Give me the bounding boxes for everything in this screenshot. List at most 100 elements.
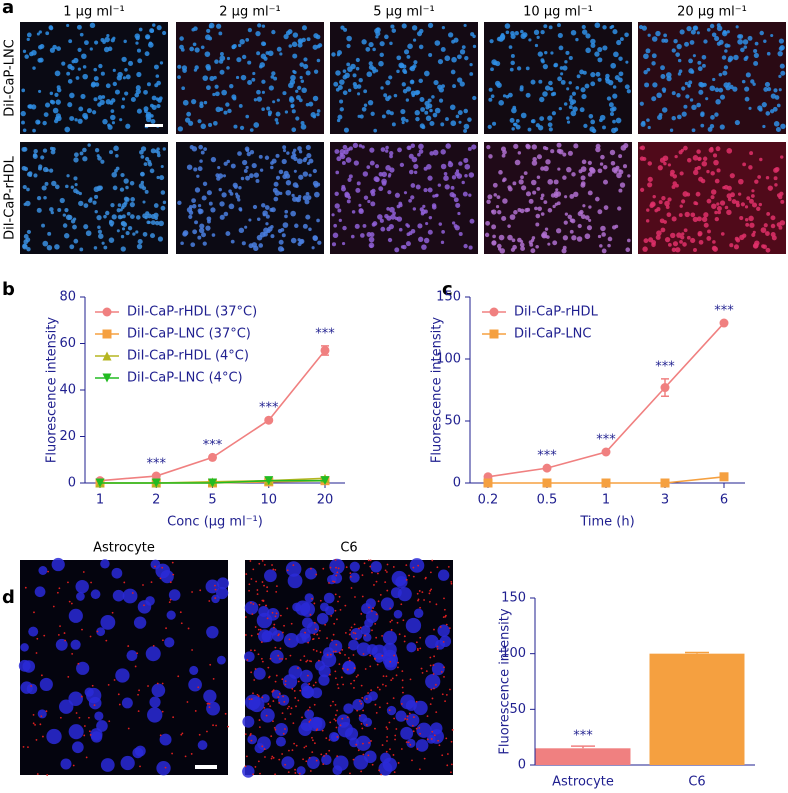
cell xyxy=(502,94,507,98)
speck xyxy=(64,639,67,642)
cell xyxy=(123,178,129,184)
speck xyxy=(274,615,277,618)
cell xyxy=(36,195,42,201)
cell xyxy=(677,114,682,120)
speck xyxy=(159,577,162,580)
cell xyxy=(603,179,608,185)
speck xyxy=(415,700,418,703)
cell xyxy=(515,124,521,130)
cell xyxy=(765,231,770,236)
speck xyxy=(389,660,392,663)
cell xyxy=(256,217,261,221)
cell xyxy=(82,156,88,162)
cell xyxy=(722,70,728,76)
cell xyxy=(297,146,302,151)
cell xyxy=(757,175,762,179)
cell xyxy=(451,193,457,198)
speck xyxy=(375,580,378,583)
cell xyxy=(437,569,450,581)
cell xyxy=(594,22,601,29)
cell xyxy=(578,169,583,174)
speck xyxy=(169,581,172,584)
speck xyxy=(299,689,302,692)
cell xyxy=(83,203,89,208)
speck xyxy=(367,692,369,694)
cell xyxy=(463,243,468,249)
cell xyxy=(443,172,448,176)
cell xyxy=(600,225,606,232)
cell xyxy=(425,221,429,226)
cell xyxy=(380,86,384,90)
speck xyxy=(325,752,328,755)
micrograph xyxy=(330,142,478,254)
speck xyxy=(450,771,452,774)
cell xyxy=(323,592,335,604)
cell xyxy=(706,169,710,174)
y-tick-label: 80 xyxy=(59,290,76,305)
speck xyxy=(392,754,395,756)
cell xyxy=(686,235,691,240)
cell xyxy=(88,198,93,203)
cell xyxy=(101,241,105,245)
cell xyxy=(721,55,727,60)
cell xyxy=(261,79,266,84)
speck xyxy=(159,734,162,737)
cell xyxy=(256,89,261,95)
cell xyxy=(407,43,413,50)
cell xyxy=(311,717,326,731)
cell xyxy=(298,39,303,44)
speck xyxy=(400,603,403,606)
cell xyxy=(418,143,424,150)
cell xyxy=(94,209,98,214)
cell xyxy=(540,30,545,35)
speck xyxy=(277,634,280,637)
cell xyxy=(261,90,265,94)
speck xyxy=(361,727,364,730)
cell xyxy=(527,127,532,132)
cell xyxy=(688,58,693,64)
cell xyxy=(594,51,600,57)
speck xyxy=(244,765,247,768)
cell xyxy=(597,168,603,174)
cell xyxy=(394,192,401,198)
cell xyxy=(429,108,433,113)
panel-letter: c xyxy=(442,279,453,300)
cell xyxy=(778,38,785,44)
cell xyxy=(663,161,667,166)
cell xyxy=(300,682,310,692)
speck xyxy=(360,613,363,615)
cell xyxy=(639,146,643,150)
cell xyxy=(597,57,603,63)
speck xyxy=(22,745,25,748)
cell xyxy=(399,162,405,168)
cell xyxy=(248,243,254,249)
speck xyxy=(184,755,187,758)
cell xyxy=(510,247,516,252)
cell xyxy=(445,143,451,149)
cell xyxy=(689,98,694,102)
micrograph xyxy=(176,22,324,134)
speck xyxy=(335,643,338,646)
speck xyxy=(294,772,297,774)
cell xyxy=(158,96,163,101)
cell xyxy=(37,166,42,171)
cell xyxy=(206,701,221,716)
cell xyxy=(292,53,298,59)
cell xyxy=(288,97,295,103)
cell xyxy=(517,237,522,243)
cell xyxy=(304,593,314,603)
speck xyxy=(370,689,373,692)
cell xyxy=(54,184,60,190)
cell xyxy=(155,563,171,579)
cell xyxy=(265,222,269,226)
cell xyxy=(305,103,310,107)
speck xyxy=(345,566,348,569)
cell xyxy=(423,237,430,244)
cell xyxy=(162,200,167,205)
cell xyxy=(485,220,490,226)
speck xyxy=(36,637,39,640)
cell xyxy=(770,223,776,229)
cell xyxy=(415,116,420,122)
cell xyxy=(273,181,279,187)
cell xyxy=(96,627,106,637)
